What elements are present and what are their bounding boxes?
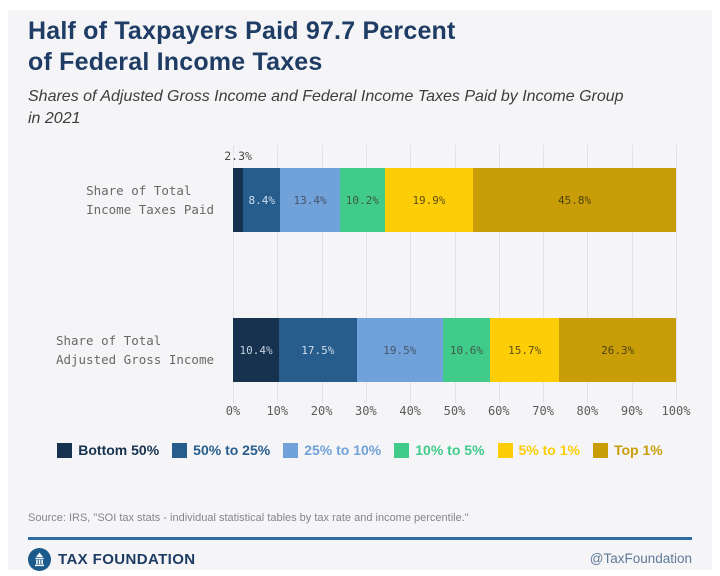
footer-divider [28, 537, 692, 540]
legend-swatch [592, 442, 608, 458]
grid-line [321, 145, 323, 403]
legend-swatch [57, 442, 73, 458]
bar-segment: 10.4% [233, 318, 280, 382]
bar-segment: 10.6% [442, 318, 490, 382]
bar-row: 10.4% 17.5% 19.5% 10.6% 15.7% 26.3% [233, 318, 676, 382]
bar-segment: 17.5% [279, 318, 357, 382]
bar-segment: 13.4% [280, 168, 340, 232]
subtitle-line-2: in 2021 [28, 110, 81, 127]
legend-item: 50% to 25% [172, 442, 270, 458]
segment-value-label: 45.8% [557, 193, 592, 207]
grid-line [454, 145, 456, 403]
grid-line [498, 145, 500, 403]
segment-value-label: 26.3% [601, 343, 635, 357]
chart-legend: Bottom 50% 50% to 25% 25% to 10% 10% to 5% 5… [8, 442, 712, 458]
x-tick-label: 0% [225, 404, 241, 418]
x-tick-label: 60% [487, 404, 510, 418]
segment-value-label-outside: 2.3% [224, 149, 252, 163]
x-tick-label: 90% [620, 404, 643, 418]
x-tick-label: 20% [310, 404, 333, 418]
segment-value-label: 19.9% [412, 193, 446, 207]
x-tick-label: 80% [576, 404, 599, 418]
x-tick-label: 100% [661, 404, 691, 418]
grid-line [277, 145, 279, 403]
legend-label: Top 1% [613, 442, 663, 458]
bar-segment [233, 168, 244, 232]
segment-value-label: 13.4% [293, 193, 327, 207]
bar-segment: 45.8% [473, 168, 676, 232]
x-tick-label: 30% [355, 404, 377, 418]
segment-value-label: 19.5% [383, 343, 417, 357]
grid-line [676, 145, 677, 403]
category-label-line: Adjusted Gross Income [55, 352, 214, 367]
legend-item: 25% to 10% [283, 442, 381, 458]
subtitle-line-1: Shares of Adjusted Gross Income and Fede… [28, 88, 624, 105]
legend-label: 10% to 5% [415, 442, 485, 458]
x-tick-label: 40% [399, 404, 422, 418]
grid-line [410, 145, 412, 403]
title-line-2: of Federal Income Taxes [28, 48, 323, 76]
chart-subtitle: Shares of Adjusted Gross Income and Fede… [28, 86, 624, 130]
grid-line [631, 145, 633, 403]
grid-line [543, 145, 545, 403]
legend-swatch [283, 442, 299, 458]
social-handle: @TaxFoundation [589, 551, 692, 566]
chart-card: Half of Taxpayers Paid 97.7 Percent of F… [8, 10, 712, 571]
tax-foundation-logo-icon [28, 548, 51, 571]
grid-line [365, 145, 367, 403]
segment-value-label: 10.4% [239, 343, 273, 357]
bar-row: 8.4% 13.4% 10.2% 19.9% 45.8% [233, 168, 676, 232]
source-note: Source: IRS, "SOI tax stats - individual… [28, 512, 469, 524]
category-label: Share of Total Adjusted Gross Income [56, 331, 214, 369]
x-tick-label: 70% [532, 404, 554, 418]
segment-value-label: 15.7% [508, 343, 542, 357]
legend-label: 50% to 25% [193, 442, 271, 458]
legend-label: 5% to 1% [518, 442, 580, 458]
legend-item: 10% to 5% [394, 442, 485, 458]
legend-label: Bottom 50% [78, 442, 160, 458]
legend-label: 25% to 10% [304, 442, 382, 458]
title-line-1: Half of Taxpayers Paid 97.7 Percent [28, 17, 456, 45]
bar-segment: 26.3% [559, 318, 676, 382]
legend-swatch [497, 442, 513, 458]
grid-line [233, 145, 234, 403]
bar-segment: 10.2% [339, 168, 385, 232]
category-label-line: Share of Total [86, 183, 192, 198]
x-tick-label: 50% [443, 404, 466, 418]
legend-swatch [394, 442, 410, 458]
segment-value-label: 10.6% [449, 343, 483, 357]
category-label-line: Income Taxes Paid [86, 202, 214, 217]
segment-value-label: 17.5% [301, 343, 335, 357]
brand-name: TAX FOUNDATION [58, 551, 196, 568]
legend-item: Top 1% [592, 442, 663, 458]
legend-item: 5% to 1% [497, 442, 580, 458]
category-label-line: Share of Total [55, 333, 162, 348]
plot-area: 0% 10% 20% 30% 40% 50% 60% 70% 80% 90% 100% 2.3% 8.4… [224, 145, 690, 418]
bar-segment: 8.4% [243, 168, 281, 232]
bar-segment: 15.7% [489, 318, 560, 382]
legend-swatch [172, 442, 188, 458]
segment-value-label: 10.2% [345, 193, 379, 207]
x-tick-label: 10% [266, 404, 289, 418]
segment-value-label: 8.4% [248, 193, 276, 207]
page-title: Half of Taxpayers Paid 97.7 Percent of F… [28, 16, 456, 78]
bar-segment: 19.9% [384, 168, 474, 232]
category-label: Share of Total Income Taxes Paid [86, 181, 214, 219]
bar-segment: 19.5% [356, 318, 443, 382]
grid-line [587, 145, 589, 403]
brand-lockup: TAX FOUNDATION [28, 548, 196, 571]
legend-item: Bottom 50% [57, 442, 159, 458]
